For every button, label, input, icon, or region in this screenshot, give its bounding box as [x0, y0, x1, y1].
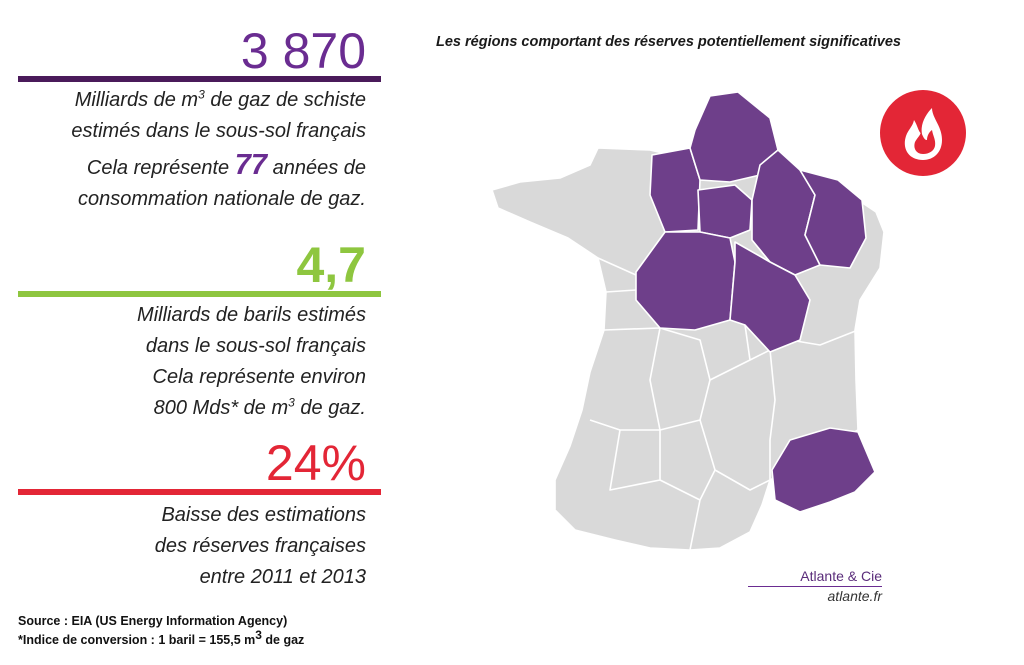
- desc-line: Cela représente environ: [152, 366, 366, 388]
- desc-line: dans le sous-sol français: [145, 335, 366, 357]
- source-note: Source : EIA (US Energy Information Agen…: [18, 614, 288, 628]
- stat-divider-oil: [18, 291, 381, 297]
- footnotes: Source : EIA (US Energy Information Agen…: [18, 612, 304, 650]
- desc-line: Baisse des estimations: [161, 504, 366, 526]
- desc-line: estimés dans le sous-sol français: [71, 120, 366, 142]
- desc-line: entre 2011 et 2013: [199, 566, 366, 588]
- stat-divider-decline: [18, 489, 381, 495]
- stat-divider-gas: [18, 76, 381, 82]
- map-title: Les régions comportant des réserves pote…: [436, 34, 901, 50]
- region-paca: [771, 427, 876, 513]
- region-bourgogne: [729, 241, 811, 353]
- desc-line: des réserves françaises: [154, 535, 366, 557]
- flame-icon-glyph: [904, 108, 942, 160]
- desc-line: consommation nationale de gaz.: [78, 188, 366, 210]
- years-highlight: 77: [234, 149, 268, 181]
- desc-line: Milliards de barils estimés: [137, 304, 366, 326]
- desc-line: Milliards de m3 de gaz de schiste: [74, 87, 366, 111]
- stat-description-gas: Milliards de m3 de gaz de schiste estimé…: [71, 85, 366, 215]
- credit-brand: Atlante & Cie: [800, 568, 882, 584]
- credit: Atlante & Cie atlante.fr: [748, 568, 882, 604]
- region-centre: [635, 231, 736, 331]
- credit-site: atlante.fr: [827, 588, 882, 604]
- region-ile-de-france: [697, 184, 753, 239]
- stat-description-decline: Baisse des estimations des réserves fran…: [155, 500, 366, 593]
- credit-divider: [748, 586, 882, 587]
- stat-value-decline: 24%: [265, 435, 366, 491]
- desc-line: Cela représente 77 années de: [86, 149, 366, 181]
- conversion-note: *Indice de conversion : 1 baril = 155,5 …: [18, 627, 305, 647]
- stat-description-oil: Milliards de barils estimés dans le sous…: [137, 300, 366, 424]
- stat-value-gas: 3 870: [240, 23, 366, 79]
- region-lorraine: [799, 169, 867, 269]
- stat-value-oil: 4,7: [296, 237, 366, 293]
- desc-line: 800 Mds* de m3 de gaz.: [153, 395, 366, 419]
- flame-icon: [880, 90, 966, 176]
